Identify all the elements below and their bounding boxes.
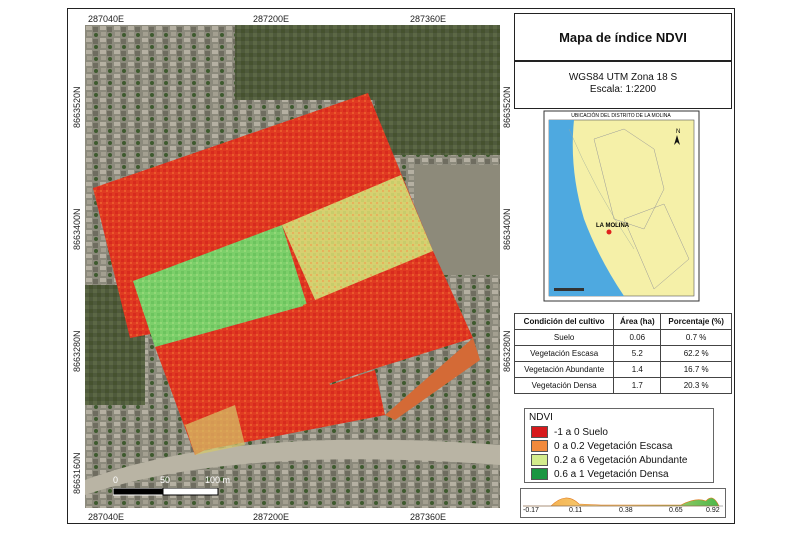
legend-label: 0.2 a 6 Vegetación Abundante: [554, 454, 688, 466]
legend-item-abundant: 0.2 a 6 Vegetación Abundante: [531, 454, 687, 466]
legend-item-dense: 0.6 a 1 Vegetación Densa: [531, 468, 669, 480]
inset-place-label: LA MOLINA: [596, 223, 630, 229]
easting-bottom-2: 287200E: [253, 512, 290, 522]
legend-swatch: [531, 426, 548, 438]
inset-map: UBICACIÓN DEL DISTRITO DE LA MOLINA LA M…: [543, 110, 700, 302]
histogram-curve: [523, 497, 723, 507]
northing-left-1: 8663520N: [72, 86, 82, 128]
col-percent: Porcentaje (%): [660, 313, 732, 330]
ndvi-legend: NDVI -1 a 0 Suelo 0 a 0.2 Vegetación Esc…: [524, 408, 714, 483]
inset-north-label: N: [676, 129, 680, 135]
scale-label-100: 100 m: [205, 475, 231, 485]
easting-bottom-1: 287040E: [88, 512, 125, 522]
cell-condition: Suelo: [513, 329, 615, 346]
cell-percent: 16.7 %: [660, 361, 732, 378]
ndvi-histogram: -0.17 0.11 0.38 0.65 0.92: [520, 488, 726, 518]
hist-tick: 0.11: [569, 507, 583, 514]
scale-bar: [113, 488, 219, 496]
northing-right-2: 8663400N: [502, 208, 512, 250]
ndvi-field: [93, 93, 480, 455]
layout-sidebar: Mapa de índice NDVI WGS84 UTM Zona 18 S …: [513, 13, 732, 521]
legend-swatch: [531, 468, 548, 480]
legend-label: 0 a 0.2 Vegetación Escasa: [554, 440, 673, 452]
easting-top-3: 287360E: [410, 14, 447, 24]
legend-item-soil: -1 a 0 Suelo: [531, 426, 608, 438]
table-row: Vegetación Abundante 1.4 16.7 %: [513, 361, 732, 378]
cell-percent: 0.7 %: [660, 329, 732, 346]
cell-area: 1.7: [613, 377, 662, 394]
hist-tick: 0.92: [706, 507, 720, 514]
legend-title: NDVI: [529, 412, 553, 423]
easting-bottom-3: 287360E: [410, 512, 447, 522]
scale-label-0: 0: [113, 475, 119, 485]
cell-condition: Vegetación Densa: [513, 377, 615, 394]
location-inset: UBICACIÓN DEL DISTRITO DE LA MOLINA LA M…: [514, 109, 732, 305]
easting-top-2: 287200E: [253, 14, 290, 24]
crop-condition-table: Condición del cultivo Área (ha) Porcenta…: [513, 313, 732, 394]
easting-top-1: 287040E: [88, 14, 125, 24]
hist-tick: 0.65: [669, 507, 683, 514]
cell-area: 1.4: [613, 361, 662, 378]
northing-left-4: 8663160N: [72, 452, 82, 494]
cell-percent: 62.2 %: [660, 345, 732, 362]
table-header-row: Condición del cultivo Área (ha) Porcenta…: [513, 313, 732, 330]
cell-area: 5.2: [613, 345, 662, 362]
table-row: Vegetación Densa 1.7 20.3 %: [513, 377, 732, 394]
northing-right-1: 8663520N: [502, 86, 512, 128]
inset-north-icon: [674, 135, 680, 145]
northing-left-2: 8663400N: [72, 208, 82, 250]
scale-label-50: 50: [160, 475, 171, 485]
hist-tick: 0.38: [619, 507, 633, 514]
legend-label: 0.6 a 1 Vegetación Densa: [554, 468, 669, 480]
ndvi-map[interactable]: [85, 25, 500, 508]
cell-condition: Vegetación Escasa: [513, 345, 615, 362]
cell-area: 0.06: [613, 329, 662, 346]
legend-swatch: [531, 440, 548, 452]
inset-title: UBICACIÓN DEL DISTRITO DE LA MOLINA: [571, 112, 671, 119]
col-area: Área (ha): [613, 313, 662, 330]
table-row: Vegetación Escasa 5.2 62.2 %: [513, 345, 732, 362]
northing-right-3: 8663280N: [502, 330, 512, 372]
projection-info: WGS84 UTM Zona 18 S Escala: 1:2200: [514, 61, 732, 109]
legend-label: -1 a 0 Suelo: [554, 426, 608, 438]
hist-tick: -0.17: [523, 507, 539, 514]
northing-left-3: 8663280N: [72, 330, 82, 372]
projection-label: WGS84 UTM Zona 18 S: [568, 72, 678, 83]
table-row: Suelo 0.06 0.7 %: [513, 329, 732, 346]
map-canvas: [85, 25, 500, 508]
map-title: Mapa de índice NDVI: [514, 13, 732, 61]
col-condition: Condición del cultivo: [513, 313, 615, 330]
legend-item-sparse: 0 a 0.2 Vegetación Escasa: [531, 440, 672, 452]
cell-condition: Vegetación Abundante: [513, 361, 615, 378]
legend-swatch: [531, 454, 548, 466]
cell-percent: 20.3 %: [660, 377, 732, 394]
scale-label: Escala: 1:2200: [589, 84, 657, 95]
